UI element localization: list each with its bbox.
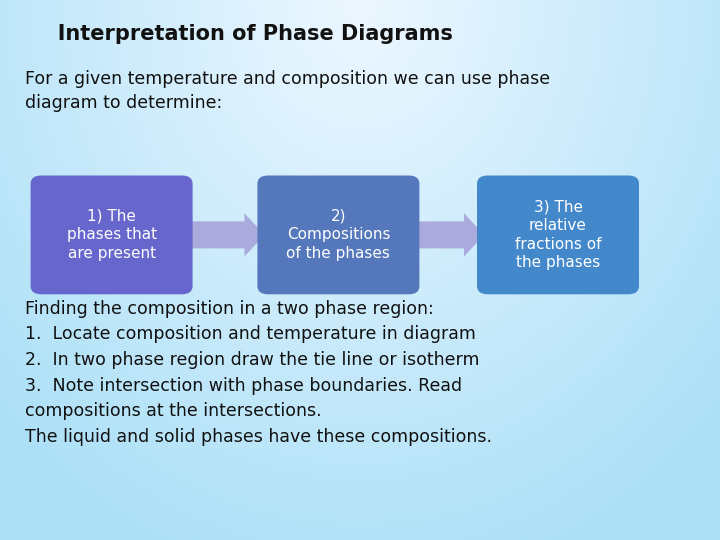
FancyBboxPatch shape: [30, 176, 193, 294]
FancyBboxPatch shape: [477, 176, 639, 294]
Text: 1) The
phases that
are present: 1) The phases that are present: [66, 209, 157, 261]
Text: 3) The
relative
fractions of
the phases: 3) The relative fractions of the phases: [515, 199, 601, 271]
Text: Finding the composition in a two phase region:
1.  Locate composition and temper: Finding the composition in a two phase r…: [25, 300, 492, 446]
Text: For a given temperature and composition we can use phase
diagram to determine:: For a given temperature and composition …: [25, 70, 550, 112]
Polygon shape: [412, 213, 484, 256]
FancyBboxPatch shape: [258, 176, 419, 294]
Text: Interpretation of Phase Diagrams: Interpretation of Phase Diagrams: [36, 24, 453, 44]
Polygon shape: [186, 213, 265, 256]
Text: 2)
Compositions
of the phases: 2) Compositions of the phases: [287, 209, 390, 261]
